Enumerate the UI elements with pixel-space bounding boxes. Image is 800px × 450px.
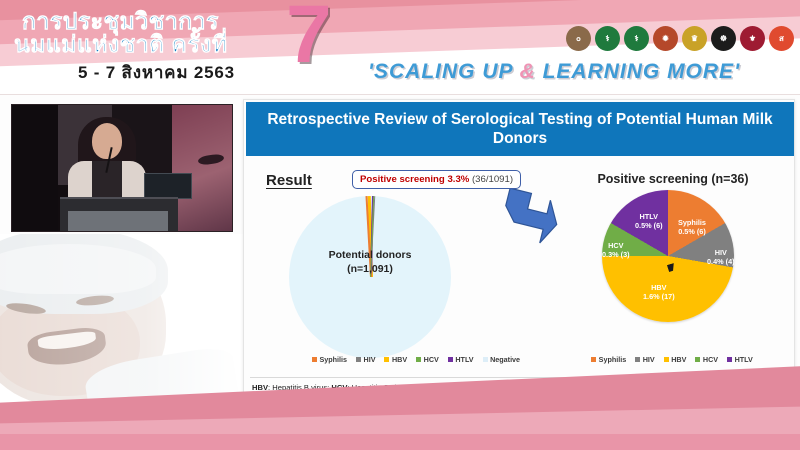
legend-label-hcv: HCV [423, 355, 439, 364]
logo-foundation-icon: ๐ [566, 26, 591, 51]
tagline-ampersand: & [519, 60, 536, 83]
legend2-label-hbv: HBV [671, 355, 687, 364]
logo-royal-college-icon: ✹ [653, 26, 678, 51]
positive-screening-pie-title: Positive screening (n=36) [597, 172, 749, 186]
callout-fraction-text: (36/1091) [471, 174, 514, 185]
overlay-face-closeup [172, 105, 232, 231]
donors-count: (n=1,091) [347, 263, 393, 276]
speaker-head [92, 123, 122, 159]
video-background-left [12, 105, 58, 231]
legend-swatch-hbv [384, 357, 390, 362]
pie-label-hcv-name: HCV [608, 241, 624, 250]
legend-label-htlv: HTLV [455, 355, 474, 364]
logo-university-icon: ☸ [711, 26, 736, 51]
pie-label-htlv-name: HTLV [639, 212, 659, 221]
legend2-item-hiv: HIV [635, 355, 655, 364]
footnote-hbv-text: : Hepatitis B virus; [268, 383, 332, 392]
conference-header-banner: การประชุมวิชาการ นมแม่แห่งชาติ ครั้งที่ … [0, 0, 800, 95]
conference-tagline: 'SCALING UP & LEARNING MORE' [368, 60, 740, 84]
flow-arrow-icon [505, 188, 558, 244]
pie-label-hcv-value: 0.3% (3) [602, 250, 630, 260]
footer-bar [0, 434, 800, 450]
legend-swatch-hiv [356, 357, 361, 362]
legend2-item-hbv: HBV [663, 355, 687, 364]
legend2-swatch-htlv [727, 357, 733, 362]
photo-fade-overlay [0, 234, 252, 404]
result-heading: Result [266, 172, 312, 189]
legend-label-syphilis: Syphilis [319, 355, 347, 364]
pie-label-hcv: HCV 0.3% (3) [602, 241, 630, 260]
donors-title: Potential donors [328, 249, 412, 261]
logo-ministry-health-icon: ⚕ [595, 26, 620, 51]
legend-swatch-hcv [416, 357, 422, 362]
overall-pie-legend: Syphilis HIV HBV HCV HTLV Negative [266, 355, 566, 364]
legend2-label-hiv: HIV [642, 355, 655, 364]
legend-label-hbv: HBV [391, 355, 408, 364]
legend-swatch-htlv [447, 357, 453, 362]
slide-title: Retrospective Review of Serological Test… [246, 102, 794, 156]
logo-thaihealth-icon: ส [769, 26, 794, 51]
tagline-part-2: LEARNING MORE' [535, 60, 741, 83]
legend2-item-htlv: HTLV [727, 355, 753, 364]
logo-medical-council-icon: ⚜ [740, 26, 765, 51]
overall-donors-pie-chart [289, 195, 451, 358]
legend-label-hiv: HIV [363, 355, 376, 364]
overall-donors-label: Potential donors (n=1,091) [289, 248, 451, 276]
legend-item-hcv: HCV [416, 355, 439, 364]
pie-label-htlv-value: 0.5% (6) [635, 221, 663, 231]
legend2-label-hcv: HCV [702, 355, 719, 364]
legend2-swatch-hiv [635, 357, 641, 362]
logo-dept-health-icon: ⚕ [624, 26, 649, 51]
podium-laptop [144, 173, 192, 199]
legend2-item-syphilis: Syphilis [591, 355, 626, 364]
legend2-label-syphilis: Syphilis [598, 355, 627, 364]
legend2-swatch-hbv [663, 357, 669, 362]
pie-label-hbv: HBV 1.6% (17) [643, 283, 675, 302]
conference-date-thai: 5 - 7 สิงหาคม 2563 [78, 63, 235, 82]
pie-label-htlv: HTLV 0.5% (6) [635, 212, 663, 231]
speaker-video-panel[interactable] [11, 104, 233, 232]
positive-pie-legend: Syphilis HIV HBV HCV HTLV [554, 355, 790, 364]
presentation-slide: Retrospective Review of Serological Test… [243, 99, 795, 407]
background-baby-photo [0, 234, 252, 404]
positive-screening-pie-chart [602, 190, 734, 322]
positive-screening-callout: Positive screening 3.3% (36/1091) [352, 170, 522, 189]
pie-label-hbv-value: 1.6% (17) [643, 292, 675, 302]
tagline-part-1: 'SCALING UP [368, 60, 520, 83]
conference-title-thai-line1: การประชุมวิชาการ [22, 8, 219, 35]
pie-label-hiv: HIV 0.4% (4) [707, 248, 735, 267]
legend2-swatch-syphilis [591, 357, 597, 362]
logo-royal-emblem-icon: ♛ [682, 26, 707, 51]
pie-label-syphilis-name: Syphilis [678, 218, 706, 227]
legend2-swatch-hcv [695, 357, 701, 362]
lectern-base [68, 211, 168, 231]
legend2-item-hcv: HCV [695, 355, 718, 364]
conference-title-thai-line2: นมแม่แห่งชาติ ครั้งที่ [14, 31, 228, 58]
footnote-hbv-bold: HBV [252, 383, 269, 392]
legend-item-hbv: HBV [384, 355, 407, 364]
sponsor-logo-row: ๐ ⚕ ⚕ ✹ ♛ ☸ ⚜ ส [566, 26, 794, 51]
legend-item-negative: Negative [482, 355, 521, 364]
conference-edition-number: 7 [286, 0, 332, 80]
legend2-label-htlv: HTLV [734, 355, 753, 364]
pie-label-syphilis-value: 0.5% (6) [678, 227, 706, 237]
legend-item-htlv: HTLV [447, 355, 474, 364]
legend-item-hiv: HIV [356, 355, 375, 364]
legend-item-syphilis: Syphilis [311, 355, 347, 364]
pie-label-hiv-name: HIV [714, 248, 727, 257]
callout-percent-text: Positive screening 3.3% [360, 174, 470, 185]
legend-swatch-negative [482, 357, 488, 362]
pie-label-syphilis: Syphilis 0.5% (6) [678, 218, 706, 237]
pie-label-hiv-value: 0.4% (4) [707, 257, 735, 267]
pie-label-hbv-name: HBV [651, 283, 667, 292]
legend-label-negative: Negative [490, 355, 521, 364]
legend-swatch-syphilis [311, 357, 317, 362]
footnote-divider [250, 377, 790, 378]
